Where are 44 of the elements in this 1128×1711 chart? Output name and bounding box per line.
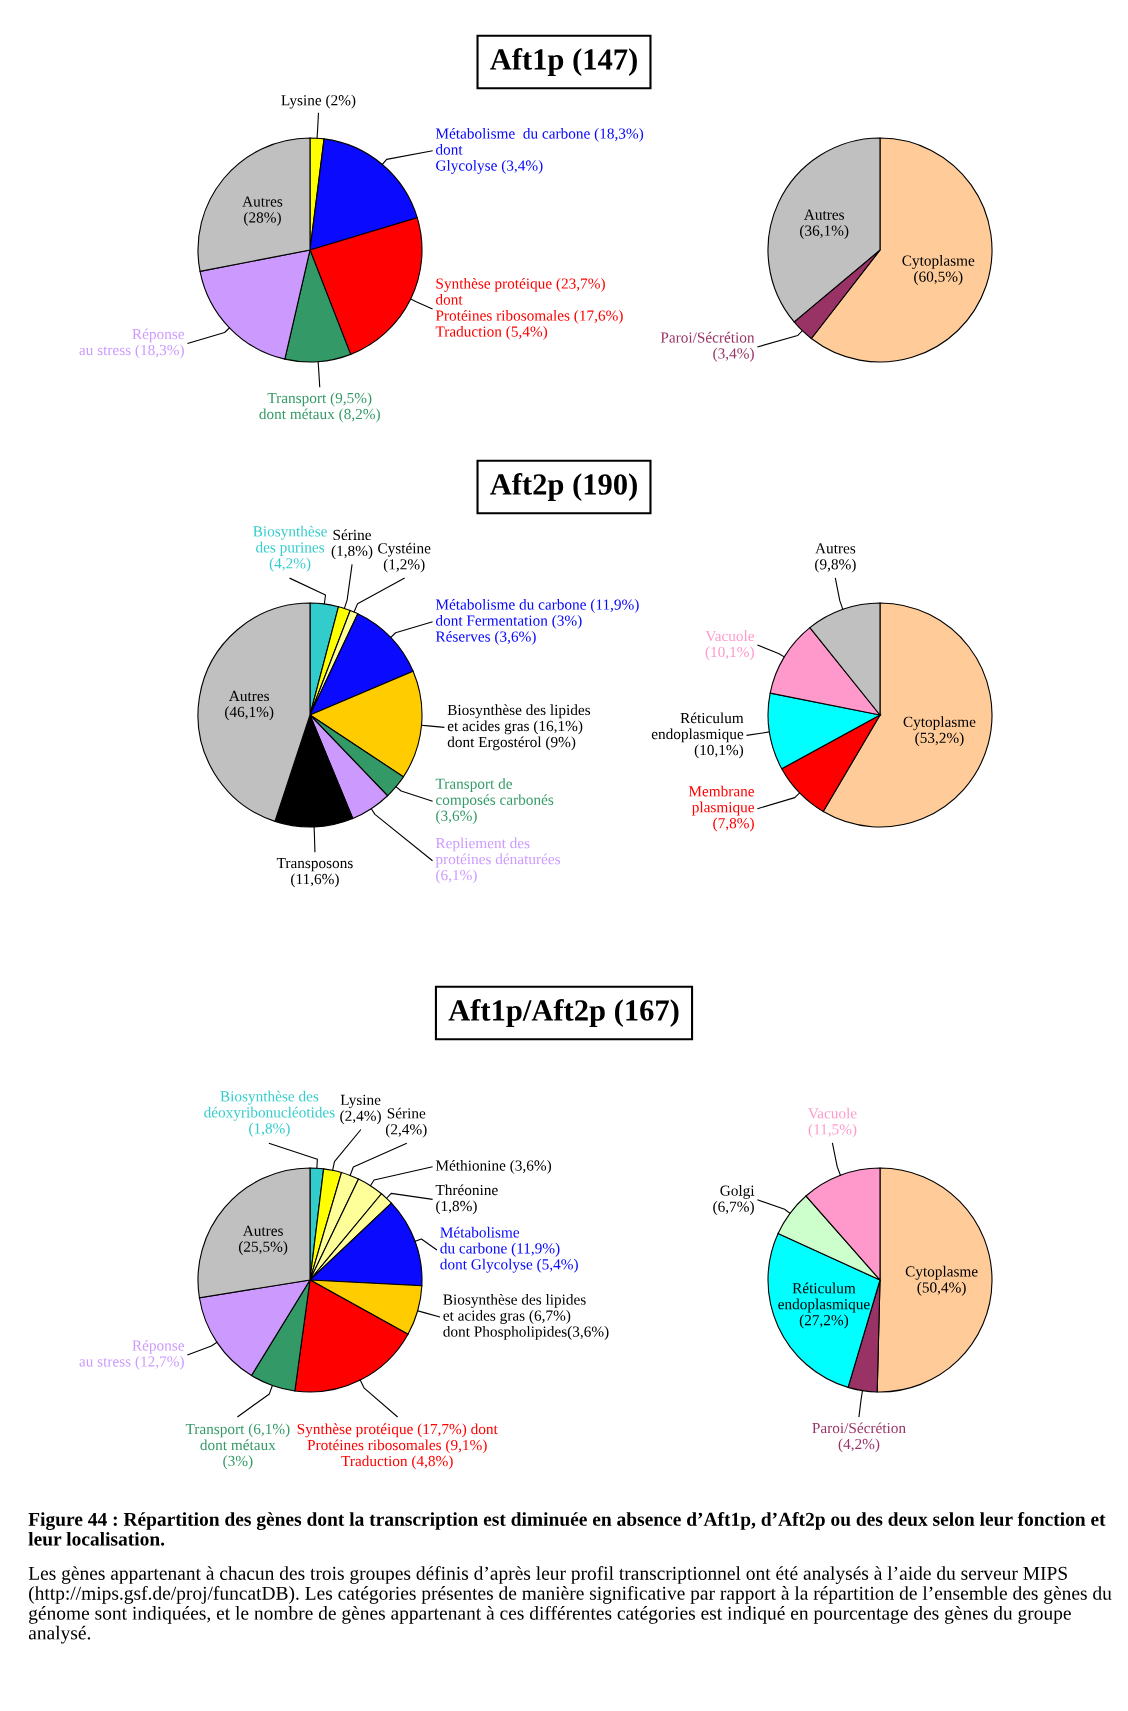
slice-label: Repliement des protéines dénaturées (6,1%): [435, 837, 561, 884]
caption: Figure 44 : Répartition des gènes dont la transcription est diminuée en absence d’Aft1p, d’Aft2p ou des deux selon leur fonction et leur localisation.: [28, 1512, 1106, 1546]
slice-label: Biosynthèse des purines (4,2%): [253, 525, 327, 572]
slice-label: Thréonine (1,8%): [435, 1184, 498, 1215]
slice-label: Réticulum endoplasmique (27,2%): [778, 1282, 870, 1329]
slice-label: Synthèse protéique (17,7%) dont Protéines ribosomales (9,1%) Traduction (4,8%): [297, 1423, 498, 1470]
slice-label: Paroi/Sécrétion (3,4%): [660, 331, 755, 362]
slice-label: Autres (9,8%): [815, 543, 856, 573]
text: Les gènes appartenant à chacun des trois groupes définis d’après leur profil transcriptionnel ont été analysés à l’aide du serveur MIPS (http://mips.gsf.de/proj/funcatDB). Les catégories présentes de manière significative par rapport à la répartition de l’ensemble des gènes du génome sont indiquées, et le nombre de gènes appartenant à ces différentes catégories est indiqué en pourcentage des gènes du groupe analysé.: [28, 1566, 1112, 1644]
slice-label: Paroi/Sécrétion (4,2%): [812, 1422, 906, 1453]
slice-label: Transport (6,1%) dont métaux (3%): [185, 1423, 290, 1470]
slice-label: Cytoplasme (50,4%): [905, 1265, 978, 1296]
chart-title: Aft1p/Aft2p (167): [448, 998, 679, 1028]
slice-label: Réticulum endoplasmique (10,1%): [651, 712, 744, 759]
slice-label: Transport de composés carbonés (3,6%): [435, 778, 554, 824]
slice-label: Biosynthèse des lipides et acides gras (6,7%) dont Phospholipides(3,6%): [443, 1293, 609, 1340]
chart-title: Aft2p (190): [490, 472, 637, 502]
slice-label: Métabolisme du carbone (11,9%) dont Fermentation (3%) Réserves (3,6%): [435, 598, 639, 645]
slice-label: Métabolisme du carbone (18,3%) dont Glycolyse (3,4%): [435, 127, 644, 174]
slice-label: Autres (28%): [242, 196, 283, 226]
slice-label: Vacuole (11,5%): [808, 1107, 857, 1138]
slice-label: Lysine (2,4%): [340, 1094, 381, 1125]
slice-label: Cytoplasme (53,2%): [903, 716, 976, 747]
slice-label: Transposons (11,6%): [276, 858, 353, 888]
slice-label: Autres (25,5%): [238, 1225, 288, 1255]
slice-label: Golgi (6,7%): [713, 1185, 755, 1215]
slice-label: Autres (36,1%): [800, 209, 849, 239]
slice-label: Lysine (2%): [281, 94, 356, 109]
slice-label: Autres (46,1%): [225, 690, 274, 721]
slice-label: Synthèse protéique (23,7%) dont Protéines ribosomales (17,6%) Traduction (5,4%): [435, 277, 623, 340]
slice-label: Réponse au stress (18,3%): [79, 328, 185, 359]
slice-label: Méthionine (3,6%): [435, 1159, 552, 1174]
slice-label: Transport (9,5%) dont métaux (8,2%): [259, 392, 380, 423]
slice-label: Sérine (1,8%): [331, 529, 373, 560]
slice-label: Biosynthèse des lipides et acides gras (16,1%) dont Ergostérol (9%): [447, 704, 591, 751]
slice-label: Cystéine (1,2%): [378, 542, 431, 573]
slice-label: Réponse au stress (12,7%): [79, 1339, 185, 1370]
slice-label: Sérine (2,4%): [385, 1107, 427, 1138]
chart-title: Aft1p (147): [490, 47, 637, 77]
slice-label: Biosynthèse des déoxyribonucléotides (1,8%): [204, 1090, 335, 1137]
slice-label: Métabolisme du carbone (11,9%) dont Glycolyse (5,4%): [440, 1226, 578, 1273]
slice-label: Vacuole (10,1%): [705, 630, 755, 661]
slice-label: Membrane plasmique (7,8%): [688, 785, 755, 832]
slice-label: Cytoplasme (60,5%): [902, 255, 975, 285]
